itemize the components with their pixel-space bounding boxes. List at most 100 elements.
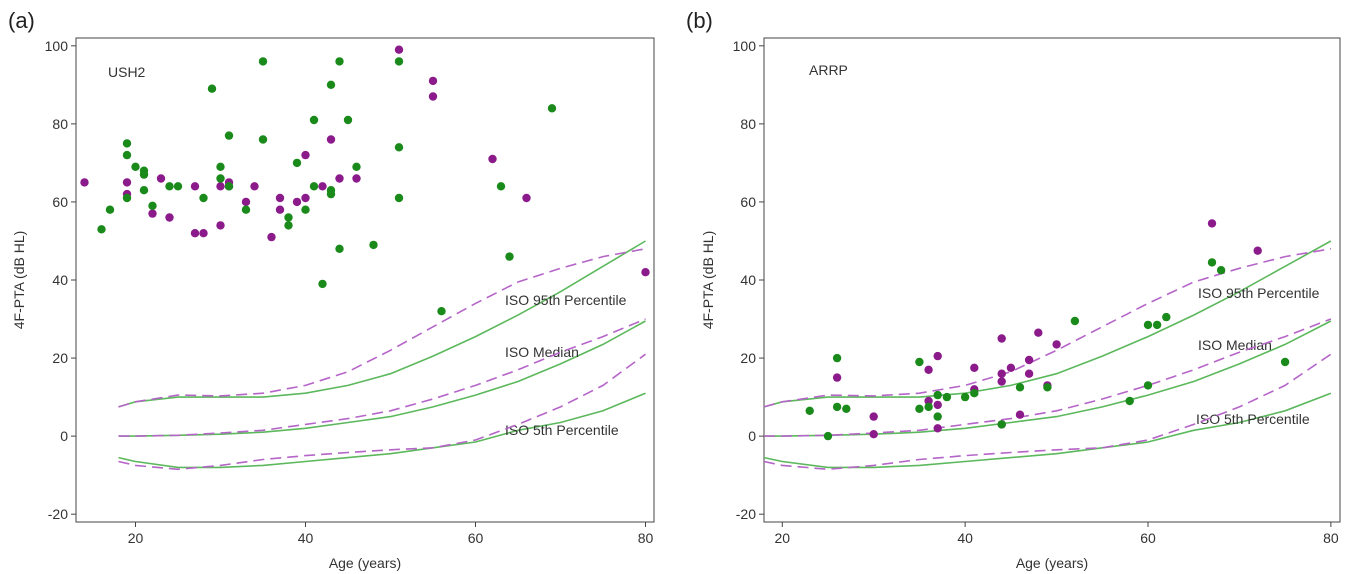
data-point-purple xyxy=(1006,363,1016,372)
iso-curve-line xyxy=(763,240,1332,408)
curve-label: ISO Median xyxy=(1198,337,1272,353)
data-point-green xyxy=(335,244,344,253)
data-point-green xyxy=(131,162,140,171)
data-point-purple xyxy=(933,400,942,410)
x-axis-label: Age (years) xyxy=(1016,555,1088,571)
data-point-green xyxy=(318,279,327,289)
data-point-purple xyxy=(832,373,842,382)
data-point-green xyxy=(394,143,404,152)
data-point-green xyxy=(352,162,361,171)
data-point-green xyxy=(309,182,319,191)
data-point-green xyxy=(823,431,833,441)
data-point-purple xyxy=(326,135,336,144)
iso-curve-line xyxy=(763,392,1332,469)
data-point-purple xyxy=(165,213,174,222)
data-point-purple xyxy=(428,92,438,101)
x-tick-label: 80 xyxy=(638,530,654,546)
y-tick-label: 80 xyxy=(740,116,756,132)
data-point-purple xyxy=(190,229,200,238)
data-point-green xyxy=(933,390,942,400)
data-point-purple xyxy=(933,351,942,361)
x-tick-label: 20 xyxy=(774,530,790,546)
curve-label: ISO 5th Percentile xyxy=(505,422,619,438)
data-point-green xyxy=(122,139,132,148)
data-point-green xyxy=(832,353,842,363)
iso-curve-line xyxy=(118,320,646,437)
data-point-green xyxy=(216,162,225,171)
data-point-green xyxy=(199,193,208,203)
data-point-green xyxy=(1280,357,1290,367)
y-tick-label: 40 xyxy=(52,272,68,288)
data-point-green xyxy=(437,307,446,316)
data-point-purple xyxy=(241,197,251,207)
data-point-green xyxy=(122,193,132,203)
curve-label: ISO 95th Percentile xyxy=(505,292,627,308)
data-point-green xyxy=(241,205,251,214)
y-tick-label: 60 xyxy=(52,194,68,210)
data-point-purple xyxy=(301,193,310,203)
data-point-green xyxy=(139,170,149,179)
data-point-purple xyxy=(122,178,132,187)
data-point-green xyxy=(1162,312,1171,322)
data-point-purple xyxy=(1034,328,1043,337)
data-point-green xyxy=(301,205,310,214)
data-point-green xyxy=(369,240,378,250)
y-axis-label: 4F-PTA (dB HL) xyxy=(700,231,716,330)
x-axis-label: Age (years) xyxy=(329,555,401,571)
data-point-green xyxy=(970,389,979,398)
y-tick-label: 0 xyxy=(748,428,756,444)
data-point-green xyxy=(496,182,506,191)
data-point-green xyxy=(960,392,970,402)
data-point-green xyxy=(1216,266,1226,275)
y-tick-label: 20 xyxy=(740,350,756,366)
data-point-purple xyxy=(924,365,933,374)
measured-curve-line xyxy=(118,248,646,408)
data-point-green xyxy=(924,402,933,412)
data-point-purple xyxy=(199,229,208,238)
data-point-purple xyxy=(275,205,285,214)
data-point-purple xyxy=(933,424,942,433)
data-point-green xyxy=(122,150,132,160)
x-tick-label: 60 xyxy=(1140,530,1156,546)
x-tick-label: 20 xyxy=(128,530,144,546)
data-point-green xyxy=(148,201,157,210)
y-axis-label: 4F-PTA (dB HL) xyxy=(11,231,27,330)
data-point-green xyxy=(505,252,514,261)
x-tick-label: 60 xyxy=(468,530,484,546)
panel-a: -20 0 20 40 60 80 100 20 40 60 80 Age (years) 4F-PTA… xyxy=(11,37,655,571)
chart-title: ARRP xyxy=(809,62,848,78)
data-point-purple xyxy=(156,174,166,183)
data-point-green xyxy=(1207,258,1217,267)
measured-curve-line xyxy=(763,248,1332,408)
chart-title: USH2 xyxy=(108,64,146,80)
data-point-green xyxy=(105,205,115,214)
data-point-green xyxy=(258,57,268,66)
data-point-purple xyxy=(970,363,979,372)
y-tick-label: 80 xyxy=(52,116,68,132)
data-point-purple xyxy=(267,232,276,242)
data-point-green xyxy=(915,357,924,367)
data-point-green xyxy=(547,104,557,113)
data-point-green xyxy=(309,115,319,125)
data-point-green xyxy=(173,182,183,191)
data-point-purple xyxy=(394,45,404,54)
plot-frame xyxy=(75,37,655,523)
data-point-green xyxy=(165,182,174,191)
y-tick-label: 100 xyxy=(733,38,757,54)
data-point-purple xyxy=(869,412,878,421)
data-point-purple xyxy=(352,174,361,183)
data-point-purple xyxy=(80,178,89,187)
data-point-purple xyxy=(292,197,302,207)
data-point-green xyxy=(284,221,293,230)
iso-curve-line xyxy=(118,392,646,469)
x-tick-label: 40 xyxy=(298,530,314,546)
curve-label: ISO 5th Percentile xyxy=(1196,411,1310,427)
measured-curve-line xyxy=(764,318,1332,437)
data-point-purple xyxy=(522,193,531,203)
data-point-green xyxy=(1015,383,1025,392)
data-point-green xyxy=(1143,381,1153,390)
data-point-green xyxy=(1043,383,1052,392)
y-tick-label: 40 xyxy=(740,272,756,288)
data-point-green xyxy=(284,213,293,222)
